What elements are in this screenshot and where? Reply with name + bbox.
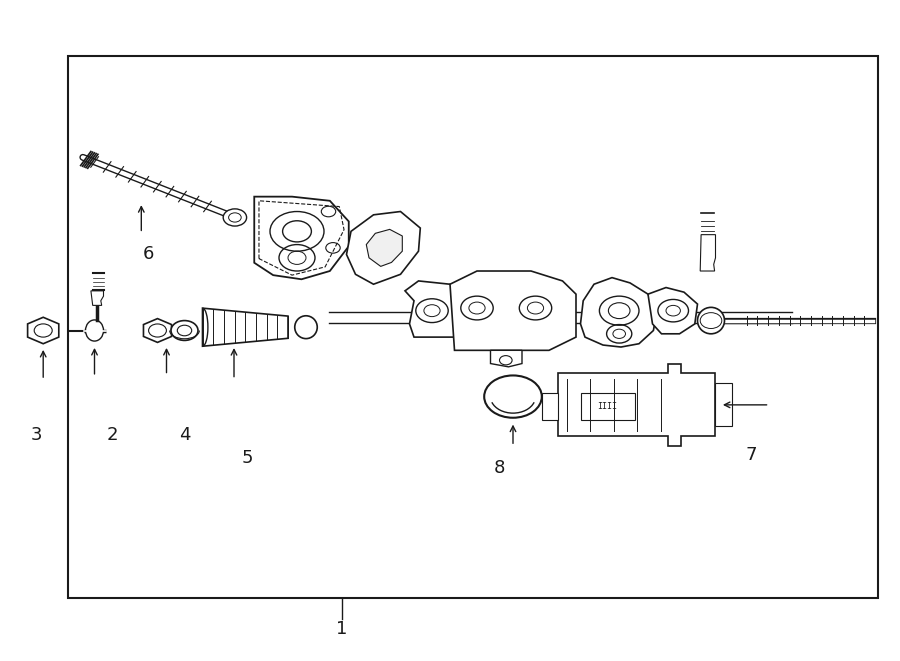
Polygon shape xyxy=(491,350,522,367)
Polygon shape xyxy=(580,278,657,347)
Polygon shape xyxy=(716,383,732,426)
Polygon shape xyxy=(558,364,716,446)
Polygon shape xyxy=(700,235,716,271)
Circle shape xyxy=(223,209,247,226)
Polygon shape xyxy=(346,212,420,284)
Bar xyxy=(328,312,792,323)
Polygon shape xyxy=(202,308,288,346)
Ellipse shape xyxy=(698,307,724,334)
Text: 1: 1 xyxy=(337,620,347,639)
Text: 3: 3 xyxy=(31,426,41,444)
Text: 5: 5 xyxy=(242,449,253,467)
Bar xyxy=(542,393,558,420)
Polygon shape xyxy=(143,319,172,342)
Circle shape xyxy=(171,321,198,340)
Text: 8: 8 xyxy=(494,459,505,477)
Text: 2: 2 xyxy=(107,426,118,444)
Text: IIII: IIII xyxy=(598,402,617,411)
Polygon shape xyxy=(450,271,576,350)
Text: 4: 4 xyxy=(179,426,190,444)
Text: 7: 7 xyxy=(746,446,757,464)
Circle shape xyxy=(484,375,542,418)
Polygon shape xyxy=(91,291,104,305)
Ellipse shape xyxy=(295,316,317,338)
Polygon shape xyxy=(405,281,459,337)
Bar xyxy=(580,393,634,420)
Ellipse shape xyxy=(86,320,104,341)
Polygon shape xyxy=(255,197,349,279)
Polygon shape xyxy=(648,288,698,334)
Polygon shape xyxy=(366,229,402,266)
Polygon shape xyxy=(28,317,58,344)
Bar xyxy=(68,56,878,598)
Text: 6: 6 xyxy=(143,245,154,262)
